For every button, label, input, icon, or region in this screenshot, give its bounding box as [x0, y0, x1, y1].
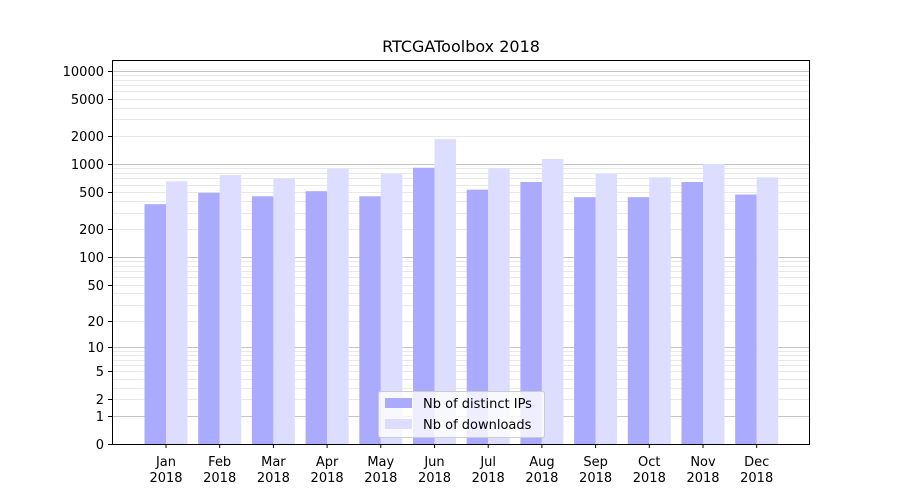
- y-tick-label: 1: [96, 410, 104, 425]
- bar-downloads-nov: [703, 163, 725, 444]
- y-tick-label: 10: [87, 341, 104, 356]
- bar-distinct-ips-sep: [574, 197, 596, 444]
- bar-downloads-aug: [541, 158, 564, 444]
- x-tick-label-year: 2018: [418, 471, 451, 486]
- chart-title: RTCGAToolbox 2018: [382, 37, 540, 56]
- bar-downloads-jan: [166, 181, 188, 444]
- bar-distinct-ips-nov: [681, 182, 703, 445]
- x-tick-label-month: Apr: [316, 455, 339, 470]
- bar-distinct-ips-jan: [144, 204, 166, 444]
- legend-swatch-downloads: [385, 419, 412, 429]
- x-tick-label-month: Jan: [155, 455, 176, 470]
- bar-downloads-sep: [595, 173, 618, 444]
- bar-downloads-dec: [756, 177, 779, 444]
- x-tick-label-year: 2018: [149, 471, 182, 486]
- x-tick-label-month: Jun: [423, 455, 444, 470]
- x-tick-label-year: 2018: [311, 471, 344, 486]
- x-tick-label-year: 2018: [472, 471, 505, 486]
- bar-downloads-feb: [219, 175, 242, 444]
- x-tick-label-year: 2018: [579, 471, 612, 486]
- x-tick-label-year: 2018: [525, 471, 558, 486]
- x-tick-label-year: 2018: [686, 471, 719, 486]
- bar-downloads-oct: [649, 177, 671, 444]
- bar-distinct-ips-jul: [466, 189, 489, 444]
- y-tick-label: 100: [79, 251, 104, 266]
- x-tick-label-year: 2018: [203, 471, 236, 486]
- plot-frame: [112, 60, 810, 445]
- legend-label-distinct-ips: Nb of distinct IPs: [423, 397, 532, 412]
- bar-downloads-may: [380, 173, 403, 444]
- bar-distinct-ips-aug: [520, 182, 542, 445]
- y-tick-label: 200: [79, 223, 104, 238]
- y-tick-label: 1000: [71, 158, 104, 173]
- y-tick-label: 2: [96, 393, 104, 408]
- bar-downloads-mar: [273, 178, 295, 444]
- y-tick-label: 10000: [63, 65, 104, 80]
- bar-downloads-apr: [327, 168, 349, 444]
- x-tick-label-year: 2018: [257, 471, 290, 486]
- x-tick-label-year: 2018: [364, 471, 397, 486]
- x-tick-label-month: Nov: [690, 455, 716, 470]
- bar-distinct-ips-dec: [735, 194, 757, 444]
- y-tick-label: 0: [96, 438, 104, 453]
- bar-distinct-ips-jun: [413, 167, 435, 444]
- y-tick-label: 50: [87, 279, 104, 294]
- y-axis: 0 1 2 5 10 20 50 100 200 500 1000 2000 5000 10000: [63, 65, 112, 453]
- bar-distinct-ips-mar: [251, 196, 274, 444]
- legend-label-downloads: Nb of downloads: [423, 418, 532, 433]
- y-tick-label: 500: [79, 186, 104, 201]
- y-tick-label: 2000: [71, 130, 104, 145]
- bar-downloads-jun: [434, 139, 456, 444]
- bar-distinct-ips-may: [359, 196, 381, 444]
- x-tick-label-month: Feb: [208, 455, 231, 470]
- x-tick-label-month: Oct: [638, 455, 660, 470]
- y-tick-label: 5: [96, 365, 104, 380]
- x-tick-label-year: 2018: [740, 471, 773, 486]
- x-tick-label-month: Dec: [744, 455, 769, 470]
- bar-distinct-ips-feb: [198, 192, 220, 444]
- legend-frame: [378, 391, 545, 438]
- x-tick-label-month: Mar: [261, 455, 286, 470]
- bars: [144, 139, 779, 445]
- x-axis: Jan2018Feb2018Mar2018Apr2018May2018Jun20…: [149, 444, 773, 486]
- x-tick-label-month: Sep: [583, 455, 608, 470]
- x-tick-label-month: Aug: [529, 455, 554, 470]
- y-tick-label: 20: [87, 315, 104, 330]
- x-tick-label-year: 2018: [633, 471, 666, 486]
- bar-distinct-ips-oct: [627, 197, 650, 444]
- y-tick-label: 5000: [71, 93, 104, 108]
- x-tick-label-month: Jul: [479, 455, 496, 470]
- legend-swatch-distinct-ips: [385, 398, 412, 408]
- bar-distinct-ips-apr: [305, 191, 328, 444]
- legend: Nb of distinct IPs Nb of downloads: [378, 391, 545, 438]
- x-tick-label-month: May: [367, 455, 394, 470]
- bar-downloads-jul: [488, 168, 510, 445]
